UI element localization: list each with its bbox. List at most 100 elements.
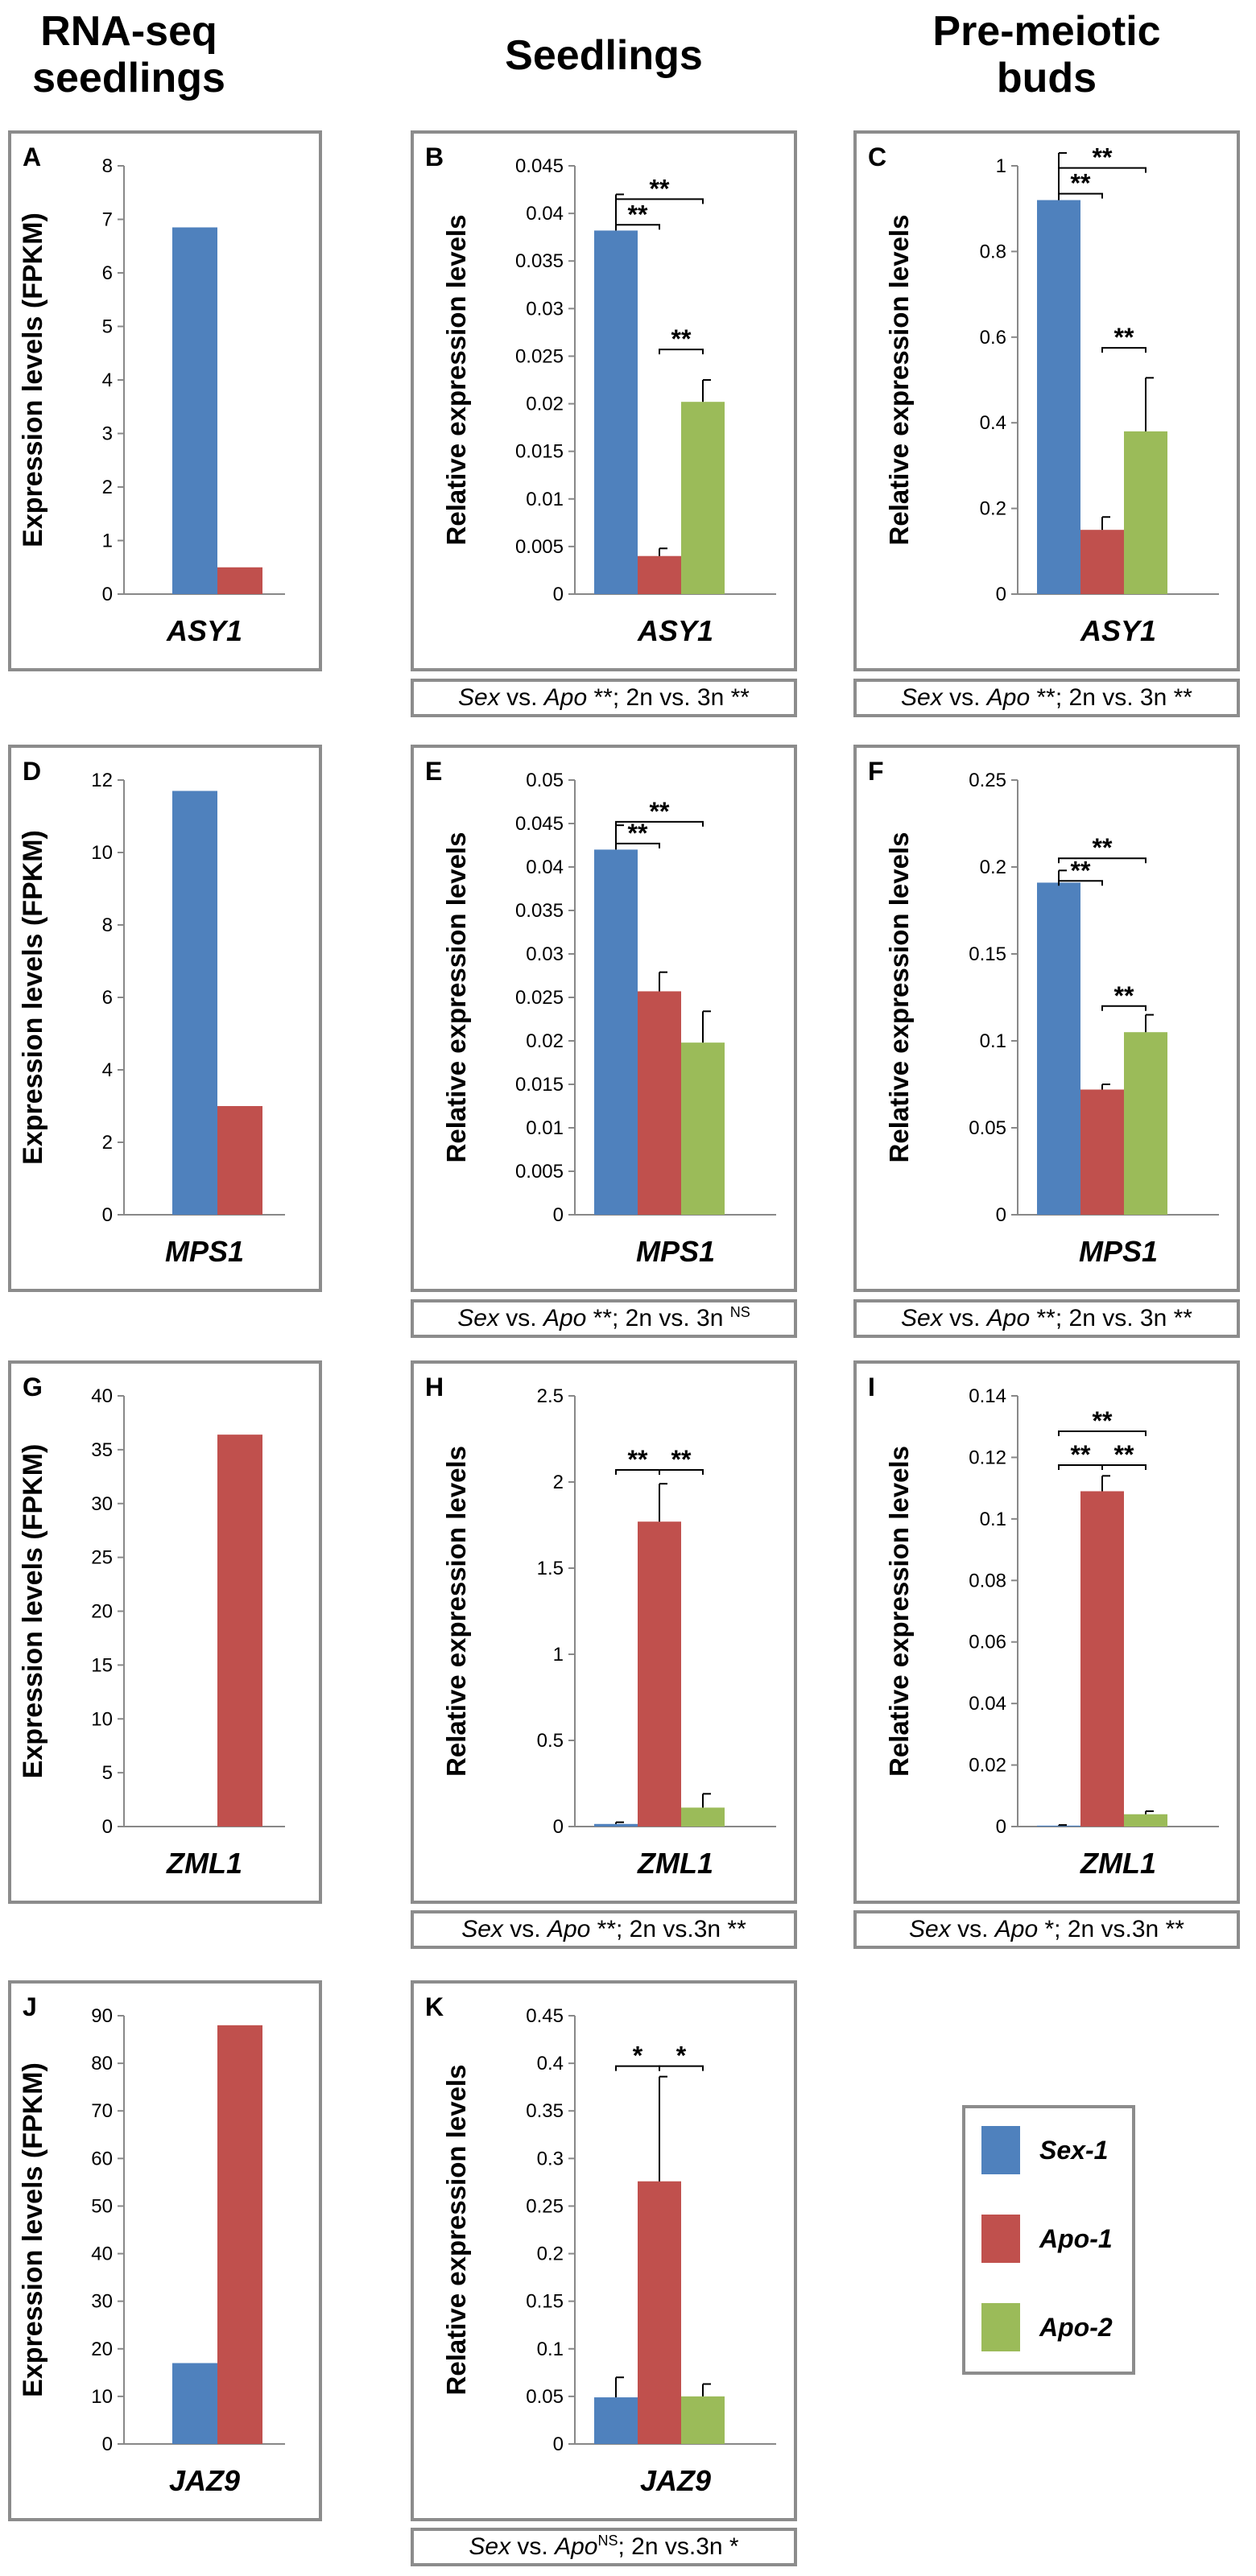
y-axis-label: Relative expression levels (884, 1446, 914, 1777)
stat-vs: vs. (499, 684, 544, 711)
stat-box-h: Sex vs. Apo **; 2n vs.3n ** (411, 1910, 797, 1949)
panel-letter: A (23, 142, 41, 171)
y-tick-label: 0.01 (526, 1117, 564, 1139)
stat-rest: **; 2n vs.3n ** (590, 1916, 746, 1942)
column-header-line: RNA-seq (40, 8, 217, 55)
stat-box-f: Sex vs. Apo **; 2n vs. 3n ** (853, 1299, 1240, 1338)
legend-item-apo-2: Apo-2 (981, 2303, 1113, 2351)
stat-box-k: Sex vs. ApoNS; 2n vs.3n * (411, 2528, 797, 2566)
y-tick-label: 0.04 (969, 1693, 1006, 1715)
stat-sex: Sex (901, 684, 943, 711)
bar-apo-1 (217, 1435, 262, 1827)
column-header-buds: Pre-meiotic buds (853, 8, 1240, 101)
legend-item-apo-1: Apo-1 (981, 2215, 1113, 2263)
bar-sex-1 (172, 227, 217, 594)
significance-bracket (1058, 1430, 1147, 1436)
y-tick-label: 10 (91, 2386, 113, 2408)
y-axis-label: Relative expression levels (884, 215, 914, 546)
stat-rest: **; 2n vs. 3n ** (1030, 1305, 1192, 1331)
stat-sex: Sex (457, 1305, 499, 1331)
y-tick-label: 30 (91, 2291, 113, 2313)
significance-label: ** (671, 1445, 692, 1474)
y-tick-label: 4 (102, 369, 113, 391)
panel-letter: D (23, 757, 41, 786)
panel-letter: I (868, 1373, 875, 1402)
y-tick-label: 0.035 (515, 900, 564, 922)
y-tick-label: 0.02 (526, 1030, 564, 1052)
y-tick-label: 2 (102, 477, 113, 498)
significance-bracket (659, 1469, 704, 1476)
significance-label: ** (1071, 169, 1091, 198)
y-tick-label: 30 (91, 1493, 113, 1515)
significance-bracket (615, 224, 660, 230)
y-tick-label: 0.05 (526, 770, 564, 791)
x-axis-label: ASY1 (166, 614, 242, 647)
panel-letter: G (23, 1373, 43, 1402)
y-tick-label: 0.03 (526, 298, 564, 320)
y-tick-label: 0.03 (526, 943, 564, 965)
y-tick-label: 0 (996, 584, 1006, 605)
stat-apo: Apo (994, 1916, 1039, 1942)
bar-sex-1 (1037, 1825, 1080, 1827)
y-tick-label: 0 (553, 2434, 564, 2455)
significance-label: ** (650, 174, 670, 203)
bar-apo-1 (1080, 1491, 1124, 1827)
stat-sex: Sex (461, 1916, 503, 1942)
chart-a: A 0 1 2 3 4 5 6 7 8 Expression levels (FPKM) ASY1 (18, 142, 285, 647)
y-axis-label: Relative expression levels (884, 832, 914, 1163)
chart-k: K 0 0.05 0.1 0.15 0.2 0.25 0.3 0.35 0.4 0.45 Relati… (425, 1992, 776, 2497)
chart-g: G 0 5 10 15 20 25 30 35 40 Expression levels (FPKM… (18, 1373, 285, 1880)
stat-apo: Apo (555, 2533, 598, 2560)
y-tick-label: 0 (102, 584, 113, 605)
y-tick-label: 20 (91, 2339, 113, 2360)
stat-box-c: Sex vs. Apo **; 2n vs. 3n ** (853, 679, 1240, 717)
y-tick-label: 0 (553, 1204, 564, 1226)
significance-bracket (1058, 167, 1147, 173)
x-axis-label: ASY1 (1080, 614, 1156, 647)
significance-label: ** (671, 324, 692, 353)
bar-sex-1 (172, 2363, 217, 2444)
x-axis-label: MPS1 (165, 1235, 244, 1268)
stat-rest: **; 2n vs. 3n ** (1030, 684, 1192, 711)
stat-rest: *; 2n vs.3n ** (1038, 1916, 1184, 1942)
legend-label: Apo-2 (1039, 2312, 1113, 2342)
y-tick-label: 0.5 (537, 1730, 564, 1752)
panel-d: D 0 2 4 6 8 10 12 Expression levels (FPKM) MPS1 (8, 745, 322, 1292)
y-tick-label: 10 (91, 1708, 113, 1730)
y-tick-label: 0.025 (515, 987, 564, 1009)
y-tick-label: 0.035 (515, 250, 564, 272)
panel-letter: K (425, 1992, 444, 2021)
bar-sex-1 (594, 849, 638, 1215)
panel-letter: J (23, 1992, 37, 2021)
y-tick-label: 5 (102, 316, 113, 338)
significance-label: ** (1093, 1406, 1113, 1435)
y-tick-label: 2.5 (537, 1385, 564, 1407)
column-header-line: Pre-meiotic (932, 8, 1161, 55)
stat-vs: vs. (942, 684, 987, 711)
x-axis-label: MPS1 (636, 1235, 715, 1268)
x-axis-label: ASY1 (637, 614, 713, 647)
panel-letter: H (425, 1373, 444, 1402)
y-tick-label: 0.06 (969, 1632, 1006, 1653)
stat-vs: vs. (950, 1916, 995, 1942)
y-tick-label: 4 (102, 1059, 113, 1081)
y-tick-label: 0.02 (969, 1755, 1006, 1777)
significance-label: ** (628, 200, 648, 229)
y-tick-label: 15 (91, 1654, 113, 1676)
y-tick-label: 0 (553, 1816, 564, 1838)
panel-a: A 0 1 2 3 4 5 6 7 8 Expression levels (FPKM) ASY1 (8, 130, 322, 671)
y-tick-label: 0.15 (969, 943, 1006, 965)
significance-bracket (659, 349, 704, 355)
y-tick-label: 0 (553, 584, 564, 605)
chart-h: H 0 0.5 1 1.5 2 2.5 Relative expression levels Z… (425, 1373, 776, 1880)
y-tick-label: 0.05 (526, 2386, 564, 2408)
y-tick-label: 0.8 (980, 241, 1006, 262)
panel-j: J 0 10 20 30 40 50 60 70 80 90 Expression levels (F… (8, 1980, 322, 2521)
legend-item-sex-1: Sex-1 (981, 2126, 1108, 2174)
y-tick-label: 8 (102, 914, 113, 936)
column-header-line: buds (996, 55, 1097, 101)
y-tick-label: 40 (91, 2244, 113, 2265)
x-axis-label: ZML1 (166, 1847, 242, 1880)
bar-apo-2 (681, 1042, 725, 1215)
chart-j: J 0 10 20 30 40 50 60 70 80 90 Expression levels (F… (18, 1992, 285, 2497)
